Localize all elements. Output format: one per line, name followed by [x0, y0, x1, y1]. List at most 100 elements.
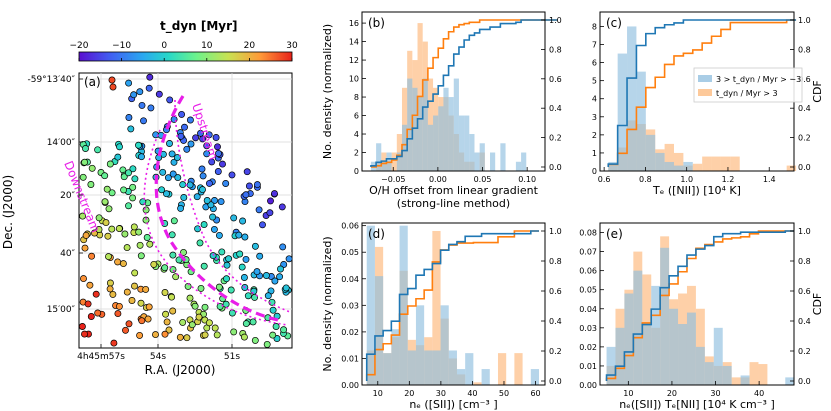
- histogram-bar-blue: [521, 152, 527, 171]
- legend: 3 > t_dyn / Myr > −3 t_dyn / Myr > 3: [693, 67, 803, 103]
- map-source-dot: [251, 242, 259, 250]
- map-source-dot: [179, 318, 187, 326]
- histogram-bar-orange: [731, 377, 741, 385]
- map-source-dot: [269, 331, 277, 339]
- histogram-bar-blue: [456, 369, 466, 385]
- map-source-dot: [168, 231, 176, 239]
- map-source-dot: [170, 158, 178, 166]
- histogram-bar-blue: [432, 350, 441, 385]
- map-source-dot: [174, 174, 182, 182]
- histogram-bar-orange: [730, 156, 740, 171]
- map-source-dot: [131, 282, 138, 290]
- map-source-dot: [101, 198, 109, 206]
- map-source-dot: [203, 197, 211, 204]
- histogram-bar-orange: [473, 382, 482, 385]
- map-source-dot: [109, 83, 117, 91]
- map-source-dot: [209, 213, 217, 221]
- histogram-bar-blue: [695, 346, 705, 385]
- map-source-dot: [200, 262, 208, 270]
- ytick-label: 4: [592, 95, 597, 104]
- histogram-bar-blue: [624, 293, 634, 385]
- map-source-dot: [263, 340, 271, 348]
- histogram-bar-blue: [627, 26, 637, 172]
- histogram-bar-blue: [683, 161, 693, 171]
- colorbar: [78, 51, 293, 62]
- map-source-dot: [91, 229, 98, 237]
- colorbar-tick-label: −10: [112, 41, 131, 51]
- map-source-dot: [138, 101, 146, 109]
- map-source-dot: [125, 79, 133, 87]
- map-source-dot: [173, 154, 181, 162]
- xtick-label: 40: [754, 389, 764, 398]
- map-source-dot: [242, 255, 250, 263]
- cdf-tick-label: 0.8: [549, 257, 562, 266]
- map-xlabel: R.A. (J2000): [145, 363, 216, 377]
- histogram-bar-blue: [636, 71, 646, 172]
- map-source-dot: [215, 283, 223, 291]
- histogram-bar-blue: [633, 270, 643, 385]
- xtick-label: 50: [499, 389, 509, 398]
- map-source-dot: [136, 241, 144, 249]
- map-source-dot: [120, 186, 128, 194]
- cdf-tick-label: 0.2: [549, 347, 562, 356]
- map-source-dot: [262, 272, 270, 279]
- histogram-bar-blue: [458, 115, 465, 171]
- ytick-label: 6: [354, 112, 359, 121]
- histogram-bar-blue: [608, 161, 618, 171]
- histogram-bar-blue: [374, 276, 384, 385]
- ytick-label: 6: [592, 59, 597, 68]
- map-source-dot: [177, 204, 185, 212]
- map-source-dot: [106, 285, 114, 293]
- histogram-bar-blue: [606, 346, 616, 385]
- map-source-dot: [161, 330, 169, 338]
- map-source-dot: [136, 88, 144, 96]
- map-source-dot: [94, 146, 102, 154]
- map-source-dot: [230, 328, 238, 336]
- histogram-bar-blue: [412, 87, 418, 171]
- histogram-bar-blue: [500, 143, 506, 171]
- colorbar-tick-label: 0: [161, 41, 167, 51]
- map-ylabel: Dec. (J2000): [1, 175, 15, 249]
- map-source-dot: [199, 186, 206, 194]
- map-source-dot: [253, 268, 261, 276]
- map-source-dot: [82, 145, 89, 152]
- cdf-tick-label: 0.4: [798, 104, 811, 113]
- map-source-dot: [163, 190, 170, 198]
- histogram-bar-blue: [427, 124, 434, 171]
- colorbar-tick-label: 20: [244, 41, 256, 51]
- map-source-dot: [135, 141, 142, 149]
- legend-entry-orange: t_dyn / Myr > 3: [716, 89, 778, 98]
- histogram-bar-blue: [383, 353, 392, 385]
- histogram-bar-blue: [381, 161, 387, 171]
- cdf-tick-label: 0.2: [798, 347, 811, 356]
- map-source-dot: [114, 258, 122, 266]
- map-source-dot: [272, 323, 280, 330]
- ytick-label: 0.03: [341, 301, 359, 310]
- map-source-dot: [184, 282, 192, 290]
- colorbar-title: t_dyn [Myr]: [160, 19, 238, 34]
- map-source-dot: [80, 275, 87, 283]
- ytick-label: 5: [592, 77, 597, 86]
- map-source-dot: [114, 310, 122, 318]
- map-source-dot: [116, 143, 123, 151]
- map-source-dot: [135, 228, 143, 236]
- map-source-dot: [222, 180, 230, 187]
- map-source-dot: [219, 160, 226, 168]
- histogram-bar-blue: [669, 308, 679, 385]
- histogram-panel-e: 0.00 0.01 0.02 0.03 0.04 0.05 0.06 0.07 0.08 0.0 0…: [579, 222, 824, 411]
- map-source-dot: [140, 117, 147, 125]
- cdf-tick-label: 0.0: [798, 377, 811, 386]
- legend-box: [693, 67, 803, 103]
- downstream-boundary: [143, 129, 289, 326]
- map-source-dot: [105, 205, 113, 213]
- legend-swatch-orange: [698, 89, 712, 96]
- map-source-dot: [235, 231, 243, 239]
- map-source-dot: [143, 234, 151, 241]
- ytick-label: 0.04: [579, 305, 597, 314]
- map-source-dot: [122, 326, 129, 334]
- map-source-dot: [187, 140, 195, 148]
- map-source-dot: [87, 313, 95, 320]
- map-source-dot: [79, 323, 86, 330]
- ytick-label: 0.05: [579, 286, 597, 295]
- map-ytick-label: 14′00″: [47, 138, 76, 148]
